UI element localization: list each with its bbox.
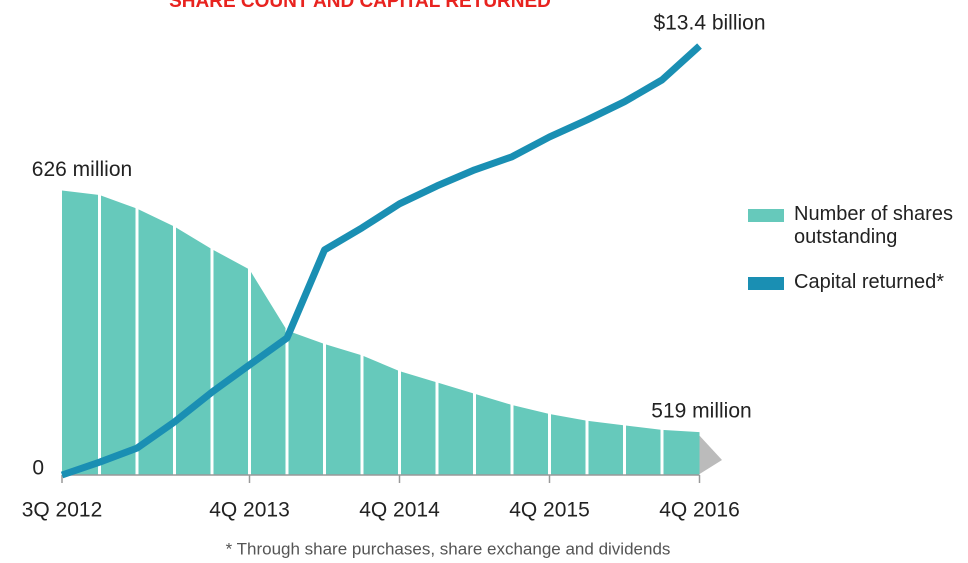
x-tick-label: 4Q 2015 (509, 499, 590, 522)
chart-title: SHARE COUNT AND CAPITAL RETURNED (169, 0, 551, 12)
x-tick-label: 4Q 2014 (359, 499, 440, 522)
data-label: 626 million (32, 158, 132, 181)
legend-item: Capital returned* (748, 271, 963, 294)
shadow (698, 434, 722, 475)
data-label: $13.4 billion (653, 12, 765, 35)
data-label: 519 million (651, 400, 751, 423)
x-tick-label: 4Q 2016 (659, 499, 740, 522)
legend-swatch (748, 209, 784, 222)
footnote: * Through share purchases, share exchang… (226, 539, 671, 558)
legend-swatch (748, 277, 784, 290)
legend: Number of shares outstanding Capital retu… (748, 203, 963, 316)
legend-label: Capital returned* (794, 271, 945, 293)
legend-item: Number of shares outstanding (748, 203, 963, 249)
x-tick-label: 3Q 2012 (22, 499, 103, 522)
y2-tick-label: 0 (32, 457, 44, 480)
legend-label: Number of shares outstanding (794, 203, 953, 248)
capital-line (60, 43, 702, 479)
shares-area (62, 190, 700, 476)
x-tick-label: 4Q 2013 (209, 499, 290, 522)
